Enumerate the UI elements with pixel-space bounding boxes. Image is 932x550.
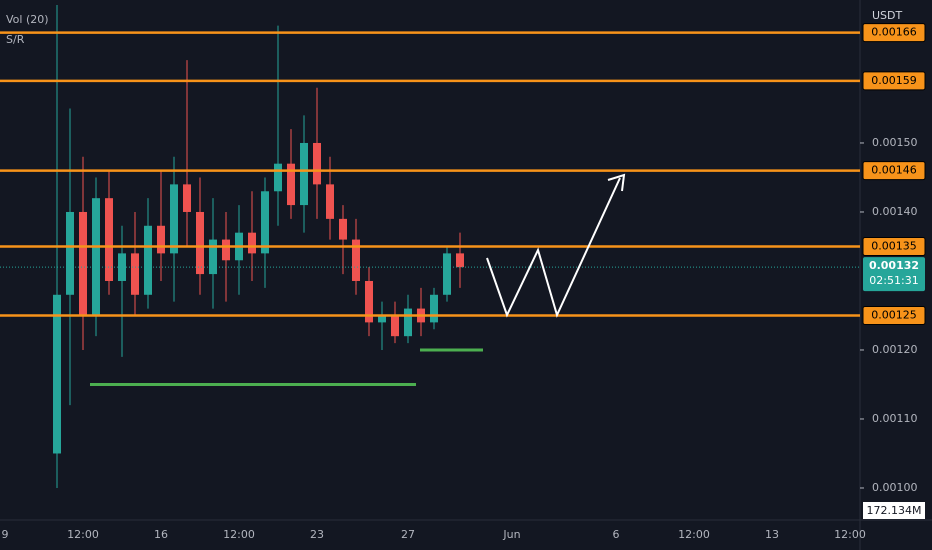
level-tag — [862, 161, 926, 181]
y-tick-label: 0.00140 — [872, 205, 918, 218]
x-tick-label: 12:00 — [67, 528, 99, 541]
level-label: 0.00146 — [871, 164, 917, 177]
level-label: 0.00159 — [871, 74, 917, 87]
last-price-label: 0.00132 — [869, 259, 919, 272]
candle-body — [196, 211, 204, 275]
currency-label: USDT — [872, 9, 903, 22]
level-tag — [862, 236, 926, 256]
candle-body — [118, 253, 126, 281]
candle-body — [287, 163, 295, 206]
volume-tag — [863, 502, 925, 519]
candle-body — [313, 142, 321, 185]
x-tick-label: 13 — [765, 528, 779, 541]
x-tick-label: 16 — [154, 528, 168, 541]
candle-body — [79, 211, 87, 316]
candle-body — [209, 239, 217, 275]
last-price-tag — [863, 257, 925, 292]
volume-label: 172.134M — [867, 504, 922, 517]
level-label: 0.00125 — [871, 308, 917, 321]
x-tick-label: 6 — [613, 528, 620, 541]
candle-body — [404, 308, 412, 337]
candle-body — [274, 163, 282, 192]
candle-body — [144, 225, 152, 295]
y-tick-label: 0.00120 — [872, 343, 918, 356]
candle-body — [183, 184, 191, 212]
level-label: 0.00166 — [871, 26, 917, 39]
candle-body — [378, 315, 386, 323]
plot — [0, 4, 860, 488]
candle-body — [53, 294, 61, 454]
level-tag — [862, 71, 926, 91]
candle-body — [92, 198, 100, 316]
candle-body — [352, 239, 360, 281]
candle-body — [430, 294, 438, 323]
x-tick-label: 27 — [401, 528, 415, 541]
candle-body — [300, 142, 308, 206]
level-tag — [862, 23, 926, 43]
candle-body — [391, 315, 399, 337]
candle-body — [339, 218, 347, 240]
candle-body — [157, 225, 165, 254]
candle-body — [105, 198, 113, 281]
indicator-label: Vol (20) — [6, 13, 49, 26]
x-tick-label: 12:00 — [834, 528, 866, 541]
level-tag — [862, 305, 926, 325]
candle-body — [326, 184, 334, 219]
candle-body — [66, 211, 74, 295]
candle-body — [222, 239, 230, 261]
candle-body — [261, 191, 269, 254]
indicator-label: S/R — [6, 33, 25, 46]
y-tick-label: 0.00150 — [872, 136, 918, 149]
y-tick-label: 0.00110 — [872, 412, 918, 425]
projection-arrow — [486, 177, 621, 318]
x-tick-label: 12:00 — [223, 528, 255, 541]
candle-body — [131, 253, 139, 295]
x-tick-label: Jun — [502, 528, 520, 541]
candle-body — [248, 232, 256, 254]
candle-body — [170, 184, 178, 254]
level-label: 0.00135 — [871, 239, 917, 252]
candle-body — [443, 253, 451, 295]
arrow-head — [607, 173, 626, 192]
candle-body — [365, 280, 373, 323]
price-axis: 0.00150 0.00140 0.00120 0.00110 0.00100 0.001… — [860, 23, 926, 519]
countdown: 02:51:31 — [869, 274, 918, 287]
x-tick-label: 12:00 — [678, 528, 710, 541]
candle-body — [456, 253, 464, 268]
x-tick-label: 9 — [2, 528, 9, 541]
x-tick-label: 23 — [310, 528, 324, 541]
y-tick-label: 0.00100 — [872, 481, 918, 494]
